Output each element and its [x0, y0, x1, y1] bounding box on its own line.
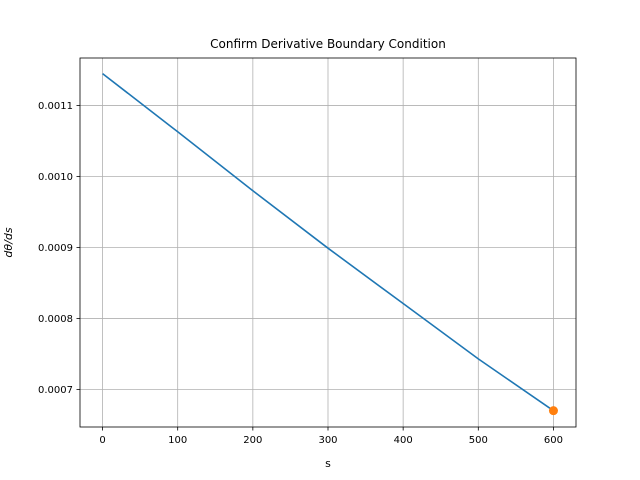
y-tick-label: 0.0011 [38, 101, 73, 112]
series-line [102, 72, 554, 412]
x-tick-label: 600 [544, 435, 563, 446]
x-tick-label: 200 [243, 435, 262, 446]
y-axis-label: dθ/ds [2, 227, 15, 257]
chart-title: Confirm Derivative Boundary Condition [210, 37, 446, 51]
series-layer [102, 72, 558, 416]
y-tick-label: 0.0009 [38, 243, 73, 254]
x-axis: 0 100 200 300 400 500 600 [99, 427, 563, 446]
x-tick-label: 0 [99, 435, 105, 446]
y-tick-label: 0.0007 [38, 385, 73, 396]
x-tick-label: 500 [469, 435, 488, 446]
data-point [548, 406, 558, 416]
y-tick-label: 0.0010 [38, 172, 73, 183]
x-tick-label: 100 [168, 435, 187, 446]
y-tick-label: 0.0008 [38, 314, 73, 325]
x-tick-label: 400 [394, 435, 413, 446]
grid [80, 58, 576, 427]
x-axis-label: s [325, 457, 331, 470]
x-tick-label: 300 [318, 435, 337, 446]
y-axis: 0.0007 0.0008 0.0009 0.0010 0.0011 [38, 101, 80, 396]
